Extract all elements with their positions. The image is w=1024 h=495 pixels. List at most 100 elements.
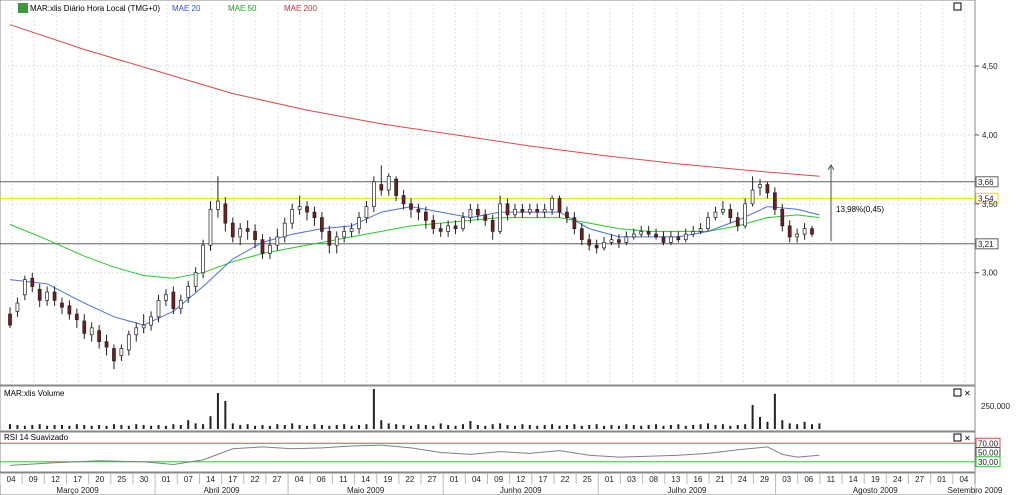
candle-body bbox=[30, 277, 35, 287]
instrument-icon[interactable] bbox=[18, 3, 28, 13]
candle-body bbox=[334, 236, 339, 246]
candle-body bbox=[357, 217, 361, 229]
price-levels: 3,66 3,54 3,21 bbox=[0, 176, 999, 250]
volume-bar bbox=[150, 425, 153, 429]
volume-title: MAR:xlis Volume bbox=[4, 389, 65, 398]
candle-body bbox=[513, 208, 517, 216]
volume-bar bbox=[499, 423, 502, 429]
date-label: 29 bbox=[760, 475, 769, 484]
candle-body bbox=[416, 208, 421, 213]
rsi-level-label: 50,00 bbox=[978, 449, 999, 458]
volume-bar bbox=[655, 424, 658, 429]
candle-body bbox=[119, 348, 124, 356]
volume-scale: 250.000 bbox=[981, 402, 1010, 411]
candle-body bbox=[557, 197, 562, 213]
candle-body bbox=[795, 233, 799, 238]
volume-bar bbox=[640, 425, 643, 429]
maximize-icon[interactable] bbox=[953, 2, 962, 11]
candle-body bbox=[453, 225, 458, 229]
volume-bar bbox=[759, 417, 762, 429]
candle-body bbox=[275, 236, 280, 246]
candle-body bbox=[253, 231, 257, 241]
volume-bar bbox=[484, 425, 487, 429]
volume-bar bbox=[424, 425, 427, 429]
candlesticks bbox=[8, 165, 814, 370]
candle-body bbox=[468, 208, 473, 218]
volume-bar bbox=[9, 424, 11, 429]
volume-bar bbox=[380, 420, 383, 429]
date-label: 01 bbox=[605, 475, 614, 484]
candle-body bbox=[126, 334, 131, 351]
date-label: 25 bbox=[583, 475, 592, 484]
rsi-maximize-icon[interactable] bbox=[953, 433, 962, 442]
candle-body bbox=[728, 208, 733, 218]
candle-body bbox=[721, 208, 725, 213]
volume-bar bbox=[773, 393, 776, 429]
legend-ma200[interactable]: MAE 200 bbox=[284, 4, 317, 13]
candle-body bbox=[260, 239, 265, 254]
volume-bar bbox=[98, 425, 101, 429]
volume-bar bbox=[209, 416, 212, 429]
date-label: 13 bbox=[671, 475, 680, 484]
rsi-close-icon[interactable]: ✕ bbox=[964, 434, 971, 443]
volume-bar bbox=[744, 424, 747, 429]
volume-bar bbox=[261, 425, 264, 429]
volume-bar bbox=[491, 424, 494, 429]
volume-bar bbox=[120, 425, 123, 429]
legend-ma50[interactable]: MAE 50 bbox=[228, 4, 257, 13]
candle-body bbox=[520, 208, 525, 213]
candle-body bbox=[268, 244, 272, 254]
date-label: 08 bbox=[649, 475, 658, 484]
candle-body bbox=[654, 233, 658, 238]
date-label: 01 bbox=[450, 475, 459, 484]
candle-body bbox=[498, 203, 502, 232]
rsi-title[interactable]: RSI 14 Suavizado bbox=[4, 433, 69, 442]
volume-bar bbox=[610, 425, 613, 429]
candle-body bbox=[141, 324, 146, 329]
volume-bar bbox=[766, 421, 769, 429]
candle-body bbox=[349, 228, 354, 232]
candle-body bbox=[431, 220, 436, 229]
legend-ma20[interactable]: MAE 20 bbox=[172, 4, 201, 13]
volume-bar bbox=[112, 424, 115, 429]
date-label: 04 bbox=[295, 475, 304, 484]
volume-bar bbox=[142, 425, 145, 429]
date-label: 22 bbox=[561, 475, 570, 484]
volume-bar bbox=[729, 425, 732, 429]
volume-close-icon[interactable]: ✕ bbox=[964, 389, 971, 398]
upper-line-label: 3,66 bbox=[978, 178, 994, 187]
lower-line-label: 3,21 bbox=[978, 240, 994, 249]
volume-bar bbox=[402, 425, 405, 429]
volume-bar bbox=[677, 424, 680, 429]
volume-bar bbox=[90, 425, 93, 429]
volume-bar bbox=[461, 424, 464, 429]
candle-body bbox=[327, 231, 332, 246]
price-tick-label: 4,50 bbox=[982, 62, 998, 71]
candle-body bbox=[342, 231, 347, 238]
candle-body bbox=[186, 286, 191, 298]
date-label: 22 bbox=[250, 475, 259, 484]
volume-maximize-icon[interactable] bbox=[953, 388, 962, 397]
candle-body bbox=[312, 211, 317, 218]
volume-bar bbox=[818, 423, 821, 429]
candle-body bbox=[208, 208, 213, 246]
candle-body bbox=[82, 320, 87, 334]
volume-bar bbox=[662, 425, 665, 429]
date-label: 19 bbox=[871, 475, 880, 484]
legend-title[interactable]: MAR:xlis Diário Hora Local (TMG+0) bbox=[30, 4, 160, 13]
volume-bar bbox=[75, 424, 78, 429]
volume-bar bbox=[439, 423, 442, 429]
candle-body bbox=[572, 217, 577, 229]
candle-body bbox=[282, 222, 287, 238]
volume-bar bbox=[513, 425, 516, 429]
volume-bar bbox=[410, 425, 412, 429]
candle-body bbox=[773, 192, 777, 210]
volume-bar bbox=[796, 424, 799, 429]
candle-body bbox=[245, 228, 250, 232]
candle-body bbox=[527, 208, 532, 213]
date-label: 24 bbox=[893, 475, 902, 484]
candle-body bbox=[216, 200, 220, 210]
candle-body bbox=[750, 189, 755, 205]
volume-bar bbox=[343, 424, 346, 429]
